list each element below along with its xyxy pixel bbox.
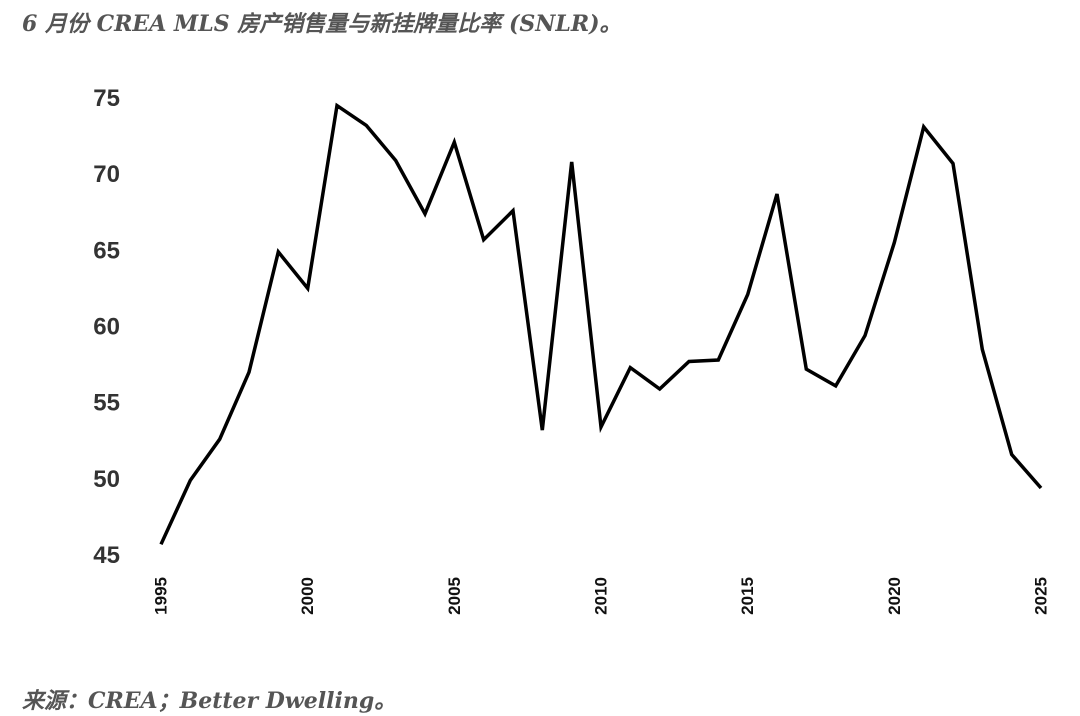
y-tick-label: 70 [93,161,120,188]
y-axis-ticks: 75 70 65 60 55 50 45 [93,85,120,569]
y-tick-label: 55 [93,390,120,417]
x-tick-label: 2020 [885,577,904,615]
y-tick-label: 65 [93,237,120,264]
x-axis-ticks: 1995 2000 2005 2010 2015 2020 2025 [152,577,1051,615]
x-tick-label: 2025 [1032,577,1051,615]
y-tick-label: 45 [93,542,120,569]
chart-title: 6 月份 CREA MLS 房产销售量与新挂牌量比率 (SNLR)。 [22,11,622,37]
x-tick-label: 1995 [152,577,171,615]
y-tick-label: 75 [93,85,120,112]
series-line [159,102,1043,546]
x-tick-label: 2000 [298,577,317,615]
x-tick-label: 2010 [592,577,611,615]
y-tick-label: 50 [93,466,120,493]
y-tick-label: 60 [93,314,120,341]
x-tick-label: 2005 [445,577,464,615]
source-note: 来源：CREA；Better Dwelling。 [22,688,397,714]
x-tick-label: 2015 [738,577,757,615]
series-group [159,102,1043,546]
